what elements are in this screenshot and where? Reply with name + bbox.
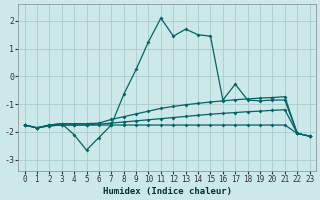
X-axis label: Humidex (Indice chaleur): Humidex (Indice chaleur)	[103, 187, 232, 196]
